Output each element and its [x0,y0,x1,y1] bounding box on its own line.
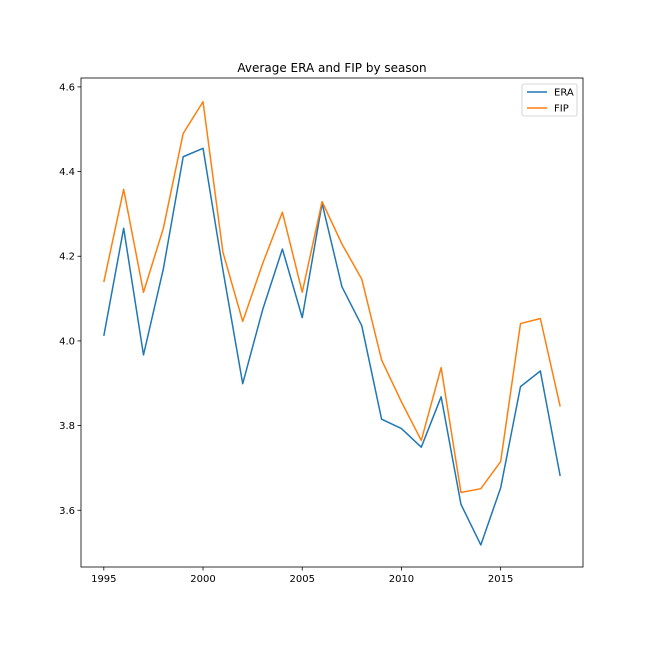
legend-label-era: ERA [554,88,574,99]
x-tick-label-1995: 1995 [91,574,116,585]
series-line-fip [103,100,561,494]
legend: ERA FIP [521,83,578,117]
y-tick-label-4.4: 4.4 [59,167,75,178]
y-tick-label-4: 4.0 [59,336,75,347]
y-tick-label-4.2: 4.2 [59,252,75,263]
x-tick-label-2000: 2000 [190,574,215,585]
x-tick-label-2010: 2010 [389,574,414,585]
y-tick-label-3.8: 3.8 [59,421,75,432]
x-tick-label-2015: 2015 [488,574,513,585]
legend-label-fip: FIP [554,104,569,115]
y-tick-label-4.6: 4.6 [59,82,75,93]
series-line-era [103,147,561,546]
series-layer [103,100,561,546]
chart-title: Average ERA and FIP by season [237,61,426,75]
x-tick-label-2005: 2005 [290,574,315,585]
axes-layer: 1995 2000 2005 2010 2015 3.6 3.8 4.0 4.2 4.4 4.6 [59,77,584,585]
plot-frame [80,77,584,568]
y-tick-label-3.6: 3.6 [59,506,75,517]
